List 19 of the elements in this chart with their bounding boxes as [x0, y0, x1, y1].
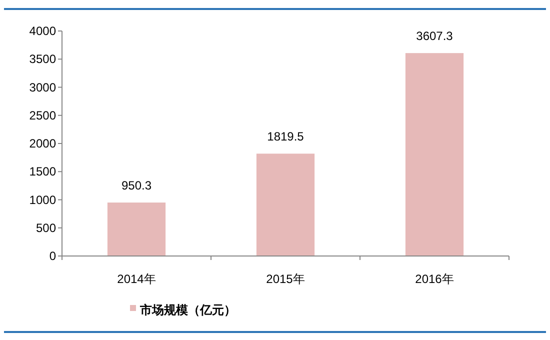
- y-tick-label: 1500: [29, 164, 56, 179]
- bar: [256, 154, 315, 256]
- y-tick-label: 0: [49, 249, 56, 263]
- y-tick-label: 500: [36, 220, 56, 235]
- data-label: 3607.3: [416, 29, 454, 44]
- x-tick-label: 2015年: [266, 272, 305, 286]
- x-tick-label: 2016年: [415, 272, 454, 286]
- y-tick-label: 3000: [29, 80, 56, 94]
- data-label: 1819.5: [267, 130, 304, 144]
- legend: 市场规模（亿元）: [130, 303, 236, 317]
- x-tick-label: 2014年: [117, 272, 156, 286]
- y-tick-label: 2500: [29, 108, 56, 122]
- bar: [107, 202, 166, 256]
- data-label: 950.3: [121, 178, 152, 193]
- bar: [405, 53, 464, 256]
- y-tick-label: 1000: [29, 192, 56, 207]
- y-tick-label: 3500: [29, 52, 56, 66]
- y-tick-label: 2000: [29, 136, 56, 150]
- y-tick-label: 4000: [29, 24, 56, 38]
